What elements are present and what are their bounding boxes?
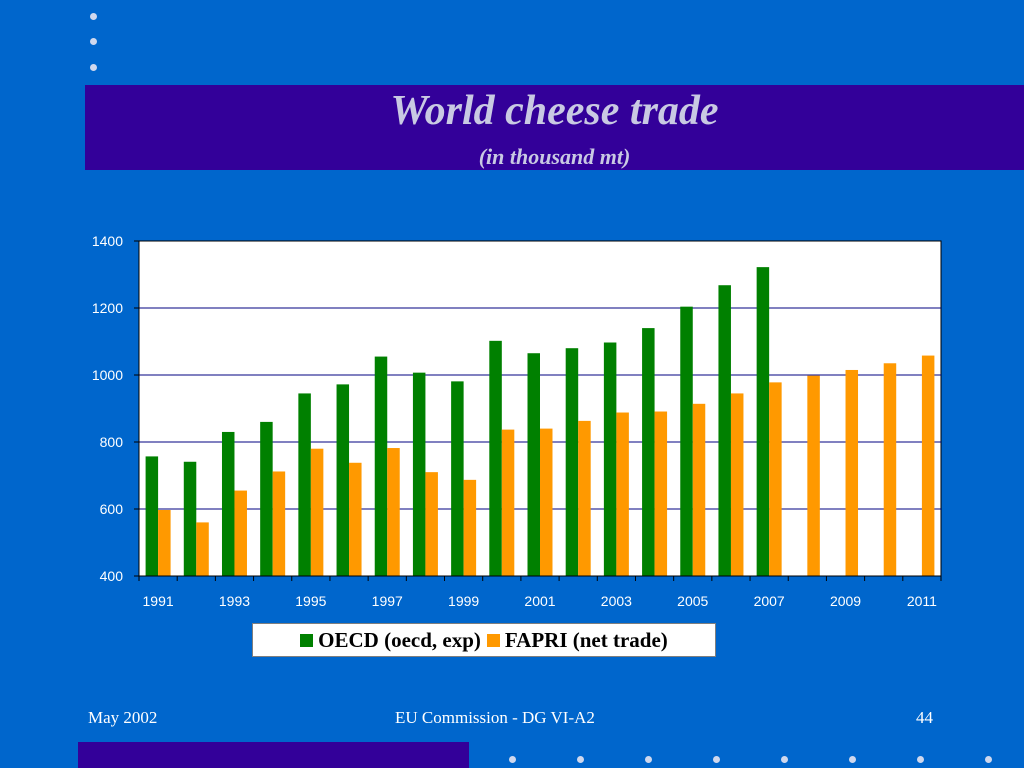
bar-fapri-2003 (616, 412, 629, 576)
x-tick-label: 2011 (907, 593, 937, 609)
bar-oecd-1991 (145, 456, 159, 576)
legend-label-oecd: OECD (oecd, exp) (318, 627, 481, 652)
decorative-dot (917, 756, 924, 763)
x-tick-label: 2009 (830, 593, 861, 609)
bar-fapri-1992 (196, 522, 209, 576)
bar-fapri-2006 (730, 393, 744, 576)
bar-fapri-1994 (272, 471, 286, 576)
bar-fapri-2011 (921, 355, 935, 576)
x-tick-label: 1999 (448, 593, 479, 609)
bar-fapri-2009 (845, 369, 859, 576)
x-tick-label: 1997 (372, 593, 403, 609)
bar-oecd-2004 (642, 328, 655, 576)
bar-oecd-1995 (298, 393, 311, 576)
bar-fapri-2004 (654, 411, 668, 576)
bar-fapri-1999 (463, 479, 477, 576)
decorative-dot (985, 756, 992, 763)
bar-fapri-1998 (425, 472, 438, 576)
bar-oecd-2001 (527, 353, 540, 576)
bar-fapri-2010 (883, 363, 897, 576)
bar-fapri-2008 (807, 375, 820, 576)
x-tick-label: 2003 (601, 593, 632, 609)
decorative-dot (645, 756, 652, 763)
bar-oecd-2000 (489, 340, 502, 576)
legend-item-fapri: FAPRI (net trade) (486, 627, 668, 653)
bar-fapri-2000 (501, 429, 515, 576)
x-tick-label: 2005 (677, 593, 708, 609)
footer-organization: EU Commission - DG VI-A2 (395, 708, 595, 727)
bar-oecd-1997 (374, 356, 388, 576)
bar-oecd-1994 (260, 421, 273, 576)
y-tick-label: 1400 (92, 233, 123, 249)
slide-subtitle: (in thousand mt) (478, 144, 631, 169)
bar-oecd-1999 (451, 381, 464, 576)
bar-fapri-2001 (540, 428, 553, 576)
x-tick-label: 2001 (524, 593, 555, 609)
bar-oecd-1998 (412, 372, 426, 576)
bar-fapri-1993 (234, 490, 247, 576)
decorative-dot (849, 756, 856, 763)
y-tick-label: 1000 (92, 367, 123, 383)
x-tick-label: 1993 (219, 593, 250, 609)
x-tick-label: 1991 (143, 593, 174, 609)
footer-date: May 2002 (88, 708, 158, 727)
bar-oecd-2003 (603, 342, 617, 576)
bar-oecd-2007 (756, 267, 770, 576)
legend-label-fapri: FAPRI (net trade) (504, 627, 668, 652)
bar-oecd-1993 (221, 431, 235, 576)
decorative-dot (90, 13, 97, 20)
y-tick-labels: 400 600 800 1000 1200 1400 (92, 233, 123, 584)
y-tick-label: 400 (100, 568, 124, 584)
y-tick-label: 600 (100, 501, 124, 517)
bar-oecd-2006 (718, 285, 731, 576)
x-tick-labels: 1991 1993 1995 1997 1999 2001 2003 2005 2007 2009… (143, 593, 938, 609)
bar-fapri-2007 (769, 382, 782, 576)
title-band (85, 85, 1024, 170)
x-tick-label: 1995 (295, 593, 326, 609)
decorative-dot (90, 64, 97, 71)
bar-fapri-2002 (578, 420, 591, 576)
y-tick-label: 800 (100, 434, 124, 450)
bars (145, 267, 935, 576)
footer-bar (78, 742, 469, 768)
bar-fapri-1995 (310, 448, 324, 576)
decorative-dot (509, 756, 516, 763)
slide-title: World cheese trade (390, 88, 719, 134)
legend-item-oecd: OECD (oecd, exp) (300, 628, 481, 653)
legend-swatch-oecd (300, 633, 314, 647)
decorative-dot (713, 756, 720, 763)
bar-fapri-2005 (692, 403, 706, 576)
bar-oecd-2002 (565, 348, 579, 576)
bar-oecd-1992 (183, 461, 197, 576)
x-tick-label: 2007 (754, 593, 785, 609)
bar-fapri-1997 (387, 448, 400, 576)
bar-fapri-1991 (158, 510, 171, 576)
bar-fapri-1996 (349, 462, 362, 576)
y-tick-label: 1200 (92, 300, 123, 316)
decorative-dot (781, 756, 788, 763)
chart-legend: OECD (oecd, exp) FAPRI (net trade) (252, 623, 716, 657)
bar-oecd-2005 (680, 306, 693, 576)
decorative-dot (90, 38, 97, 45)
legend-swatch-fapri (486, 633, 500, 647)
bar-oecd-1996 (336, 384, 350, 576)
decorative-dot (577, 756, 584, 763)
footer-page-number: 44 (916, 708, 933, 727)
axes (134, 240, 942, 581)
